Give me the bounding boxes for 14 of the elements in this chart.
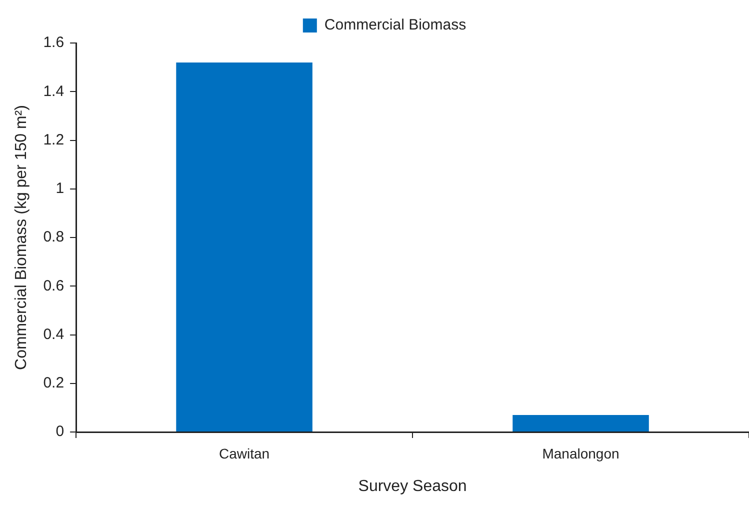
y-tick-label: 0 bbox=[56, 423, 64, 440]
y-tick-label: 0.6 bbox=[43, 277, 64, 294]
legend-label: Commercial Biomass bbox=[324, 16, 466, 34]
y-tick-label: 1.4 bbox=[43, 82, 64, 100]
y-tick-label: 1 bbox=[56, 180, 64, 198]
x-tick-label: Manalongon bbox=[542, 445, 620, 462]
y-tick-label: 1.2 bbox=[43, 131, 64, 148]
x-tick-label: Cawitan bbox=[218, 445, 270, 462]
y-tick-label: 1.6 bbox=[43, 34, 64, 52]
y-tick-label: 0.4 bbox=[43, 326, 64, 343]
y-tick-label: 0.2 bbox=[43, 374, 64, 392]
y-tick-label: 0.8 bbox=[43, 228, 64, 246]
y-axis-title: Commercial Biomass (kg per 150 m²) bbox=[13, 105, 30, 370]
x-axis-title: Survey Season bbox=[358, 478, 467, 495]
